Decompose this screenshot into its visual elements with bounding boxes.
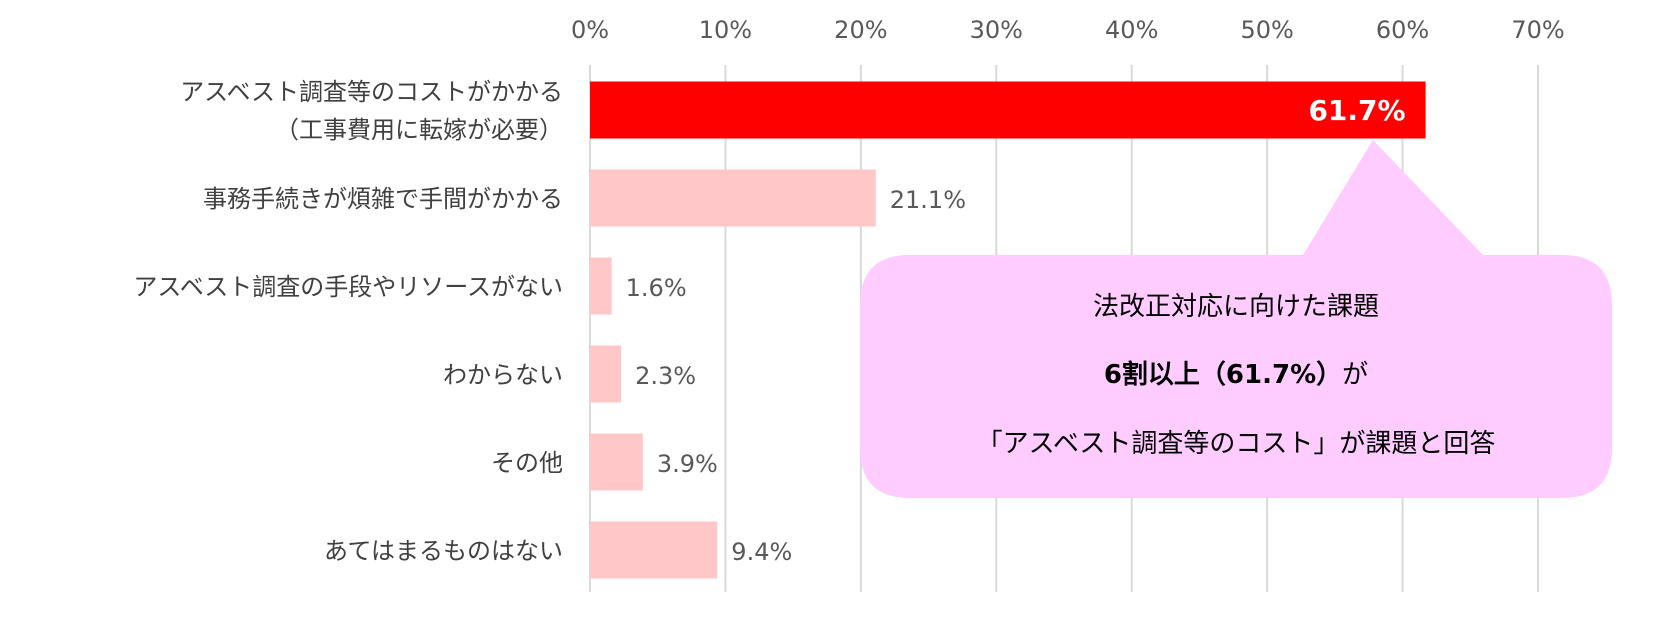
x-tick-label: 0% [571, 16, 609, 44]
data-label: 61.7% [1308, 94, 1405, 127]
bar [590, 169, 876, 227]
bar [590, 81, 1426, 139]
callout-line-2-rest: が [1342, 360, 1368, 390]
bar [590, 257, 612, 315]
category-label: アスベスト調査の手段やリソースがない [133, 273, 563, 301]
callout-bubble [860, 140, 1612, 498]
x-axis-ticks: 0% 10% 20% 30% 40% 50% 60% 70% [571, 16, 1565, 44]
bar [590, 433, 643, 491]
category-label: 事務手続きが煩雑で手間がかかる [203, 185, 563, 213]
data-label: 9.4% [731, 538, 792, 566]
category-label: （工事費用に転嫁が必要） [275, 116, 563, 144]
bar [590, 345, 622, 403]
data-label: 1.6% [626, 274, 687, 302]
category-label: アスベスト調査等のコストがかかる [180, 78, 563, 106]
bars: 61.7% 21.1% 1.6% 2.3% 3.9% 9.4% [590, 81, 1426, 579]
category-labels: アスベスト調査等のコストがかかる （工事費用に転嫁が必要） 事務手続きが煩雑で手間が… [133, 78, 563, 565]
data-label: 2.3% [635, 362, 696, 390]
category-label: わからない [443, 361, 563, 389]
callout-line-2-bold: 6割以上（61.7%） [1104, 359, 1342, 390]
category-label: その他 [491, 449, 563, 477]
x-tick-label: 40% [1105, 16, 1158, 44]
x-tick-label: 70% [1511, 16, 1564, 44]
x-tick-label: 20% [834, 16, 887, 44]
x-tick-label: 50% [1240, 16, 1293, 44]
callout-line-3: 「アスベスト調査等のコスト」が課題と回答 [977, 429, 1496, 459]
category-label: あてはまるものはない [324, 537, 563, 565]
data-label: 3.9% [657, 450, 718, 478]
callout-line-2: 6割以上（61.7%）が [1104, 359, 1368, 390]
x-tick-label: 30% [970, 16, 1023, 44]
callout: 法改正対応に向けた課題 6割以上（61.7%）が 「アスベスト調査等のコスト」が… [860, 140, 1612, 498]
x-tick-label: 60% [1376, 16, 1429, 44]
callout-line-1: 法改正対応に向けた課題 [1093, 292, 1379, 322]
bar [590, 521, 718, 579]
data-label: 21.1% [890, 186, 966, 214]
x-tick-label: 10% [699, 16, 752, 44]
